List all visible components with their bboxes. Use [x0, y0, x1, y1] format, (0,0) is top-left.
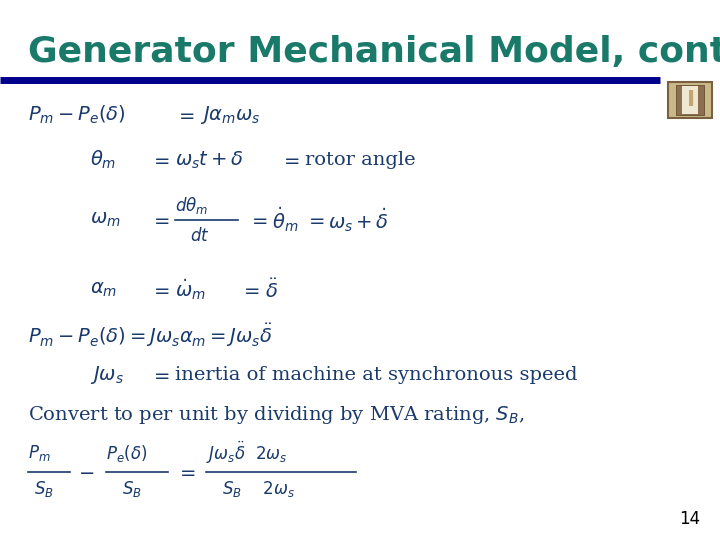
Text: $=$: $=$: [150, 281, 170, 299]
Text: $=$: $=$: [248, 211, 268, 229]
Text: $=$: $=$: [150, 151, 170, 169]
Text: $dt$: $dt$: [190, 227, 210, 245]
Text: $=$: $=$: [240, 281, 260, 299]
Text: $\alpha_m$: $\alpha_m$: [90, 281, 117, 299]
Text: $=$: $=$: [176, 463, 196, 481]
Text: inertia of machine at synchronous speed: inertia of machine at synchronous speed: [175, 366, 577, 384]
Text: Generator Mechanical Model, cont’d: Generator Mechanical Model, cont’d: [28, 35, 720, 69]
Text: $\dot{\theta}_m$: $\dot{\theta}_m$: [272, 206, 299, 234]
Text: $=$: $=$: [280, 151, 300, 169]
Text: $J\alpha_m\omega_s$: $J\alpha_m\omega_s$: [200, 104, 261, 126]
Text: $=$: $=$: [150, 211, 170, 229]
Text: $\mathbf{I}$: $\mathbf{I}$: [686, 90, 694, 110]
Text: $S_B\ \ \ \ 2\omega_s$: $S_B\ \ \ \ 2\omega_s$: [222, 479, 295, 499]
Text: $\omega_m$: $\omega_m$: [90, 211, 121, 229]
Text: $\theta_m$: $\theta_m$: [90, 149, 116, 171]
FancyBboxPatch shape: [668, 82, 712, 118]
Text: $=$: $=$: [305, 211, 325, 229]
Text: $J\omega_s$: $J\omega_s$: [90, 364, 124, 386]
Text: $S_B$: $S_B$: [122, 479, 142, 499]
Text: $\omega_s + \dot{\delta}$: $\omega_s + \dot{\delta}$: [328, 206, 389, 234]
Text: $d\theta_m$: $d\theta_m$: [175, 195, 208, 217]
Text: $\ddot{\delta}$: $\ddot{\delta}$: [265, 278, 278, 302]
Text: rotor angle: rotor angle: [305, 151, 415, 169]
FancyBboxPatch shape: [676, 85, 704, 115]
Text: $\omega_s t + \delta$: $\omega_s t + \delta$: [175, 150, 243, 171]
Text: $\dot{\omega}_m$: $\dot{\omega}_m$: [175, 278, 206, 302]
Text: $P_m - P_e(\delta)$: $P_m - P_e(\delta)$: [28, 104, 126, 126]
Text: Convert to per unit by dividing by MVA rating, $S_B$,: Convert to per unit by dividing by MVA r…: [28, 404, 524, 426]
Text: $S_B$: $S_B$: [34, 479, 54, 499]
Text: $P_m$: $P_m$: [28, 443, 50, 463]
Text: $-$: $-$: [78, 463, 94, 481]
Text: $J\omega_s\ddot{\delta}\ \ 2\omega_s$: $J\omega_s\ddot{\delta}\ \ 2\omega_s$: [206, 440, 287, 466]
Text: $=$: $=$: [150, 366, 170, 384]
Text: $P_m - P_e(\delta) = J\omega_s\alpha_m = J\omega_s\ddot{\delta}$: $P_m - P_e(\delta) = J\omega_s\alpha_m =…: [28, 321, 272, 349]
Text: $P_e(\delta)$: $P_e(\delta)$: [106, 442, 148, 463]
FancyBboxPatch shape: [682, 86, 698, 114]
Text: $=$: $=$: [175, 106, 195, 124]
Text: 14: 14: [679, 510, 700, 528]
